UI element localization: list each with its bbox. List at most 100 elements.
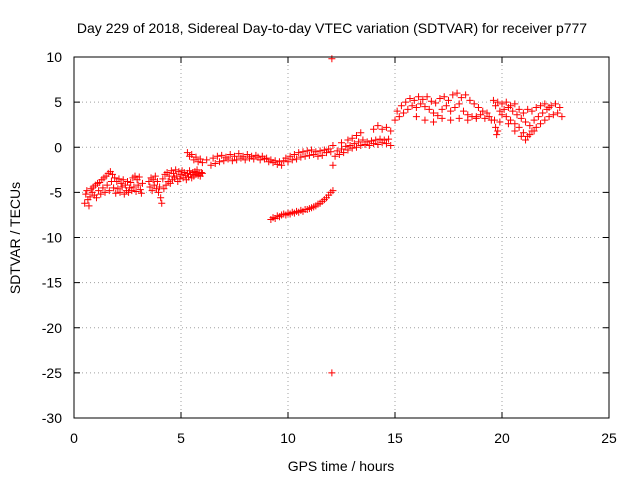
data-point [530, 116, 538, 124]
data-point [162, 181, 170, 189]
data-point [213, 152, 221, 160]
data-point [342, 142, 350, 150]
data-point [498, 111, 506, 119]
data-point [395, 113, 403, 121]
data-point [97, 190, 105, 198]
data-point [263, 154, 271, 162]
data-point [449, 91, 457, 99]
data-point [152, 185, 160, 193]
y-tick-label: -10 [42, 230, 62, 246]
data-point [509, 107, 517, 115]
data-point [121, 181, 129, 189]
x-tick-label: 0 [70, 430, 78, 446]
data-point [239, 152, 247, 160]
data-point [148, 187, 156, 195]
data-point [293, 155, 301, 163]
data-point [357, 141, 365, 149]
data-point [115, 175, 123, 183]
data-point [494, 127, 502, 135]
data-point [203, 156, 211, 164]
data-point [327, 148, 335, 156]
data-point [511, 120, 519, 128]
data-point [378, 125, 386, 133]
data-point [438, 114, 446, 122]
data-point [344, 146, 352, 154]
data-point [408, 102, 416, 110]
data-point [532, 123, 540, 131]
data-point [352, 143, 360, 151]
data-point [250, 155, 258, 163]
data-point [541, 100, 549, 108]
data-point [348, 144, 356, 152]
data-point [149, 176, 157, 184]
data-point [554, 109, 562, 117]
data-point [299, 148, 307, 156]
data-point [109, 170, 117, 178]
x-tick-label: 20 [494, 430, 510, 446]
data-point [99, 184, 107, 192]
data-point [453, 89, 461, 97]
data-point [198, 169, 206, 177]
data-point [515, 123, 523, 131]
data-point [158, 199, 166, 207]
data-point [224, 155, 232, 163]
x-axis-label: GPS time / hours [288, 458, 395, 474]
data-point [282, 154, 290, 162]
data-point [160, 185, 168, 193]
data-point [308, 146, 316, 154]
data-point [492, 123, 500, 131]
data-point [526, 122, 534, 130]
data-point [163, 169, 171, 177]
data-point [528, 107, 536, 115]
data-point [406, 95, 414, 103]
data-point [228, 157, 236, 165]
data-point [382, 123, 390, 131]
data-point [119, 176, 127, 184]
data-point [196, 155, 204, 163]
data-point [145, 178, 153, 186]
data-point [511, 127, 519, 135]
data-point [417, 100, 425, 108]
data-point [549, 111, 557, 119]
data-point [491, 116, 499, 124]
data-point [479, 107, 487, 115]
data-point [434, 112, 442, 120]
data-point [328, 55, 336, 63]
data-point [192, 153, 200, 161]
data-point [492, 102, 500, 110]
data-point [85, 202, 93, 210]
series-main-track [81, 89, 566, 210]
data-point [539, 109, 547, 117]
data-point [290, 150, 298, 158]
data-point [507, 102, 515, 110]
data-point [517, 114, 525, 122]
data-point [138, 179, 146, 187]
data-point [400, 109, 408, 117]
data-point [150, 181, 158, 189]
data-point [511, 100, 519, 108]
data-point [410, 96, 418, 104]
data-point [526, 131, 534, 139]
data-point [530, 127, 538, 135]
data-point [404, 105, 412, 113]
data-point [374, 122, 382, 130]
data-point [338, 145, 345, 153]
data-point [534, 113, 542, 121]
data-point [218, 151, 226, 159]
data-point [335, 150, 343, 158]
data-point [421, 116, 429, 124]
data-point [359, 136, 367, 144]
data-point [155, 188, 163, 196]
data-point [216, 158, 224, 166]
data-point [350, 140, 358, 148]
data-point [176, 175, 184, 183]
data-point [464, 116, 472, 124]
data-point [466, 96, 474, 104]
data-point [323, 149, 331, 157]
data-point [286, 152, 294, 160]
data-point [329, 141, 337, 149]
data-point [207, 161, 215, 169]
data-point [370, 140, 378, 148]
y-tick-label: -15 [42, 275, 62, 291]
data-point [496, 118, 504, 126]
